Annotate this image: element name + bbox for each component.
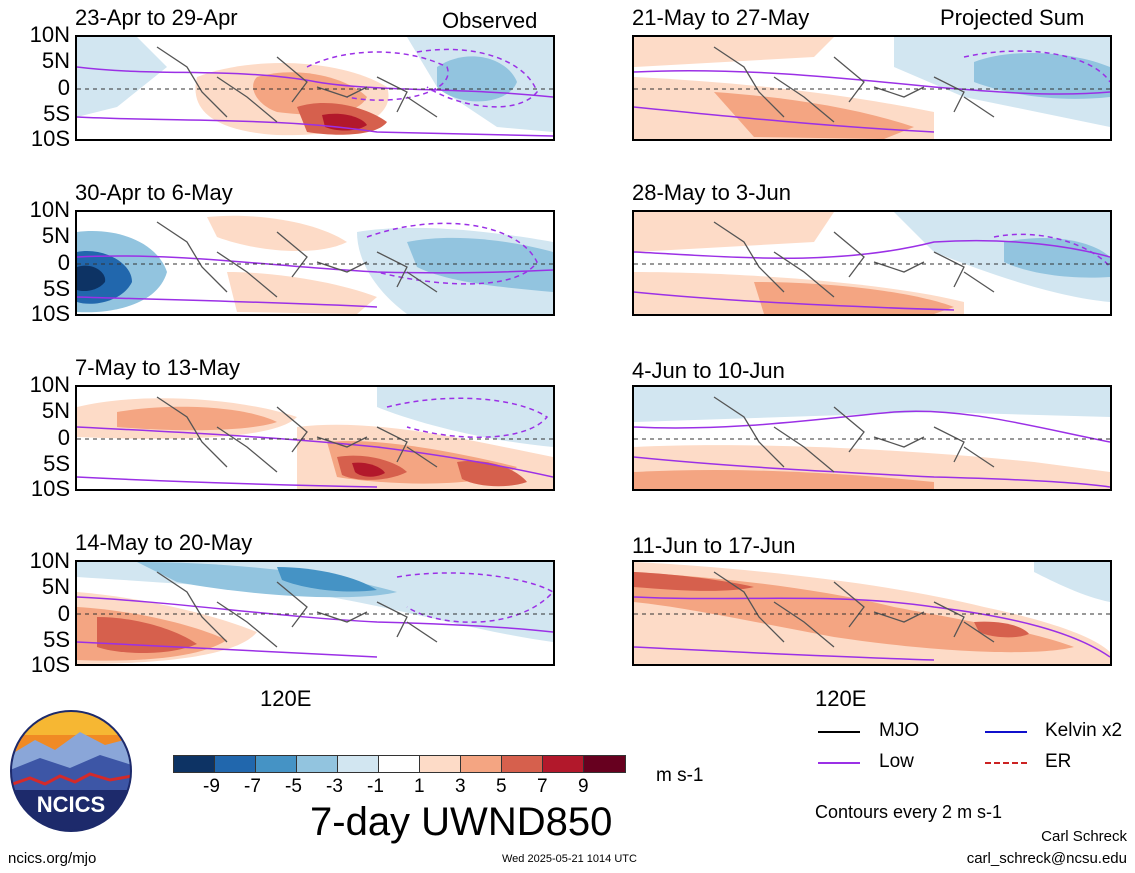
map-panel-7 (75, 560, 555, 666)
panel-1-tag: Observed (442, 8, 538, 33)
lat-label: 5S (43, 101, 70, 126)
panel-2-tag: Projected Sum (940, 5, 1085, 30)
colorbar-swatch (501, 755, 543, 773)
lat-label: 5N (41, 48, 70, 73)
colorbar-label: -3 (326, 776, 343, 797)
panel-5-title: 7-May to 13-May (75, 355, 241, 380)
map-panel-6 (632, 385, 1112, 491)
colorbar-units: m s-1 (656, 765, 704, 786)
lat-label: 10S (30, 652, 70, 677)
colorbar-label: 9 (578, 776, 589, 797)
panel-4-title: 28-May to 3-Jun (632, 180, 791, 205)
colorbar-swatch (378, 755, 420, 773)
chart-title: 7-day UWND850 (310, 800, 613, 844)
lat-label: 10S (30, 126, 70, 151)
map-panel-8 (632, 560, 1112, 666)
lat-label: 10N (29, 548, 70, 573)
panel-1-title: 23-Apr to 29-Apr (75, 5, 238, 30)
footer-timestamp: Wed 2025-05-21 1014 UTC (502, 853, 637, 865)
legend-label-kelvin: Kelvin x2 (1045, 720, 1123, 741)
lat-label: 5S (43, 451, 70, 476)
panel-2-title: 21-May to 27-May (632, 5, 810, 30)
lat-label: 5N (41, 398, 70, 423)
lat-label: 5N (41, 223, 70, 248)
legend-label-low: Low (879, 751, 914, 772)
colorbar-swatch (173, 755, 215, 773)
panel-7-title: 14-May to 20-May (75, 530, 253, 555)
lat-label: 10N (29, 372, 70, 397)
lat-label: 10N (29, 197, 70, 222)
lat-label: 5S (43, 627, 70, 652)
lat-label: 0 (57, 425, 70, 450)
colorbar-label: -5 (285, 776, 302, 797)
contour-note: Contours every 2 m s-1 (815, 802, 1003, 822)
lat-label: 0 (57, 250, 70, 275)
panel-3-title: 30-Apr to 6-May (75, 180, 233, 205)
colorbar-swatch (542, 755, 584, 773)
lat-label: 5N (41, 574, 70, 599)
legend-line-er (985, 762, 1027, 764)
map-panel-1 (75, 35, 555, 141)
legend-line-low (818, 762, 860, 764)
colorbar-label: 5 (496, 776, 507, 797)
lat-label: 10S (30, 301, 70, 326)
colorbar-swatch (255, 755, 297, 773)
map-panel-5 (75, 385, 555, 491)
lon-label-right: 120E (815, 686, 867, 711)
lat-label: 10S (30, 476, 70, 501)
ncics-logo: NCICS (10, 710, 132, 832)
colorbar-label: 1 (414, 776, 425, 797)
colorbar-swatch (337, 755, 379, 773)
colorbar-swatch (419, 755, 461, 773)
lat-label: 0 (57, 601, 70, 626)
colorbar-swatch (296, 755, 338, 773)
map-panel-2 (632, 35, 1112, 141)
colorbar-swatch (460, 755, 502, 773)
map-panel-4 (632, 210, 1112, 316)
legend-line-mjo (818, 731, 860, 733)
legend-label-er: ER (1045, 751, 1072, 772)
lat-label: 10N (29, 22, 70, 47)
colorbar-swatch (214, 755, 256, 773)
footer-url[interactable]: ncics.org/mjo (8, 850, 97, 867)
logo-text: NCICS (37, 792, 105, 817)
panel-6-title: 4-Jun to 10-Jun (632, 358, 785, 383)
panel-8-title: 11-Jun to 17-Jun (632, 533, 796, 558)
colorbar-swatch (583, 755, 626, 773)
colorbar-label: -1 (367, 776, 384, 797)
footer-email[interactable]: carl_schreck@ncsu.edu (966, 850, 1127, 867)
legend-line-kelvin (985, 731, 1027, 733)
colorbar-label: -7 (244, 776, 261, 797)
lon-label-left: 120E (260, 686, 312, 711)
map-panel-3 (75, 210, 555, 316)
lat-label: 0 (57, 75, 70, 100)
legend-label-mjo: MJO (879, 720, 920, 741)
colorbar-label: 3 (455, 776, 466, 797)
colorbar-label: 7 (537, 776, 548, 797)
colorbar-label: -9 (203, 776, 220, 797)
lat-label: 5S (43, 276, 70, 301)
footer-author: Carl Schreck (1041, 828, 1127, 845)
